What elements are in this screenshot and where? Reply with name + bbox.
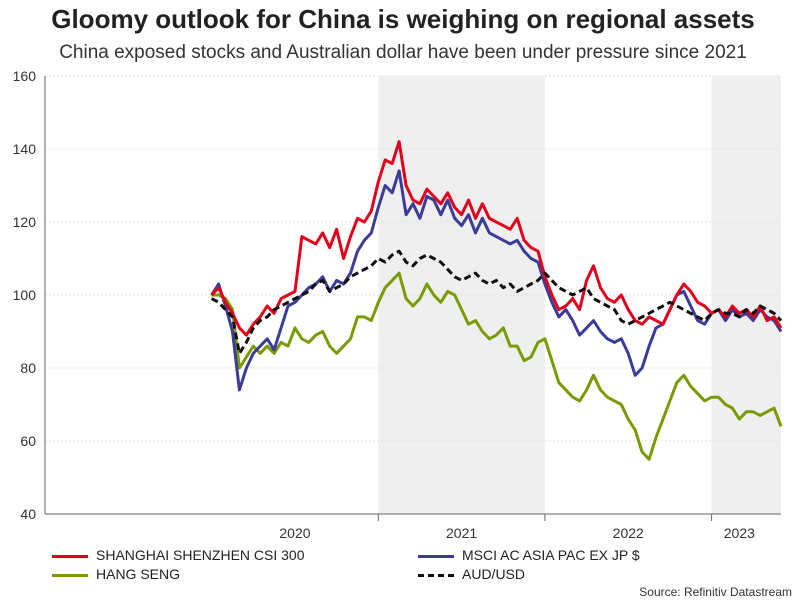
legend-label-hang-seng: HANG SENG [96, 566, 181, 582]
source-note: Source: Refinitiv Datastream [639, 585, 792, 599]
legend-swatch-audusd [418, 573, 454, 577]
legend-swatch-msci [418, 554, 454, 558]
y-tick-label-60: 60 [20, 433, 36, 449]
legend-entry-hang-seng: HANG SENG [52, 566, 180, 582]
series-line-aud-usd [210, 249, 783, 355]
y-tick-label-80: 80 [20, 360, 36, 376]
legend-entry-csi300: SHANGHAI SHENZHEN CSI 300 [52, 547, 305, 563]
series-line-hang-seng [211, 271, 783, 461]
series-line-msci-ac-asia-pac-ex-jp [210, 169, 783, 392]
legend-entry-audusd: AUD/USD [418, 566, 525, 582]
x-tick-label-2022: 2022 [613, 525, 644, 541]
chart-subtitle: China exposed stocks and Australian doll… [59, 42, 747, 63]
legend-swatch-csi300 [52, 554, 88, 558]
y-tick-label-40: 40 [20, 506, 36, 522]
y-tick-label-140: 140 [13, 141, 37, 157]
x-tick-label-2021: 2021 [446, 525, 477, 541]
series-line-shanghai-shenzhen-csi-300 [210, 140, 783, 337]
y-tick-label-120: 120 [13, 214, 37, 230]
chart-title: Gloomy outlook for China is weighing on … [51, 4, 755, 34]
y-tick-label-160: 160 [13, 68, 37, 84]
x-tick-label-2020: 2020 [279, 525, 310, 541]
legend-entry-msci: MSCI AC ASIA PAC EX JP $ [418, 547, 640, 563]
x-tick-label-2023: 2023 [724, 525, 755, 541]
y-tick-label-100: 100 [13, 287, 37, 303]
legend-swatch-hang-seng [52, 573, 88, 577]
legend-label-audusd: AUD/USD [462, 566, 526, 582]
legend-label-msci: MSCI AC ASIA PAC EX JP $ [462, 547, 640, 563]
legend-label-csi300: SHANGHAI SHENZHEN CSI 300 [96, 547, 305, 563]
